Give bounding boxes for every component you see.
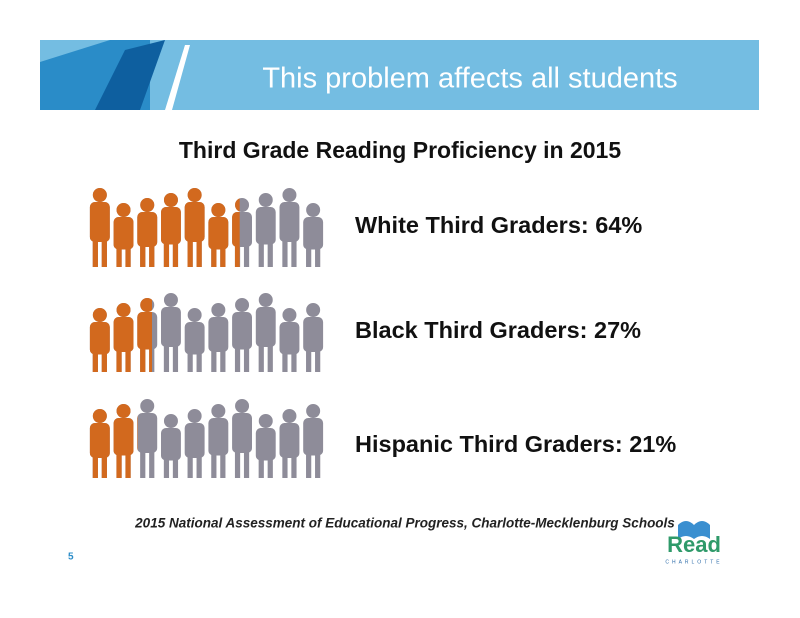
header-stroke <box>165 45 190 110</box>
row-label: Black Third Graders: 27% <box>355 317 641 343</box>
row-label: Hispanic Third Graders: 21% <box>355 431 676 457</box>
pictograph-row <box>89 188 324 267</box>
pictograph-row <box>89 399 324 478</box>
figures-proficient <box>89 399 138 478</box>
logo: Read CHARLOTTE <box>665 521 722 565</box>
row-label: White Third Graders: 64% <box>355 212 642 238</box>
logo-city: CHARLOTTE <box>665 559 722 565</box>
logo-name: Read <box>667 532 721 557</box>
chart-title: Third Grade Reading Proficiency in 2015 <box>179 137 621 163</box>
figures-proficient <box>89 293 152 372</box>
pictograph-row <box>89 293 324 372</box>
header-title: This problem affects all students <box>262 63 677 95</box>
header-book-page <box>95 40 165 110</box>
figures-proficient <box>89 188 240 267</box>
source: 2015 National Assessment of Educational … <box>134 516 675 531</box>
logo-book <box>678 521 710 539</box>
page-number: 5 <box>68 552 74 563</box>
